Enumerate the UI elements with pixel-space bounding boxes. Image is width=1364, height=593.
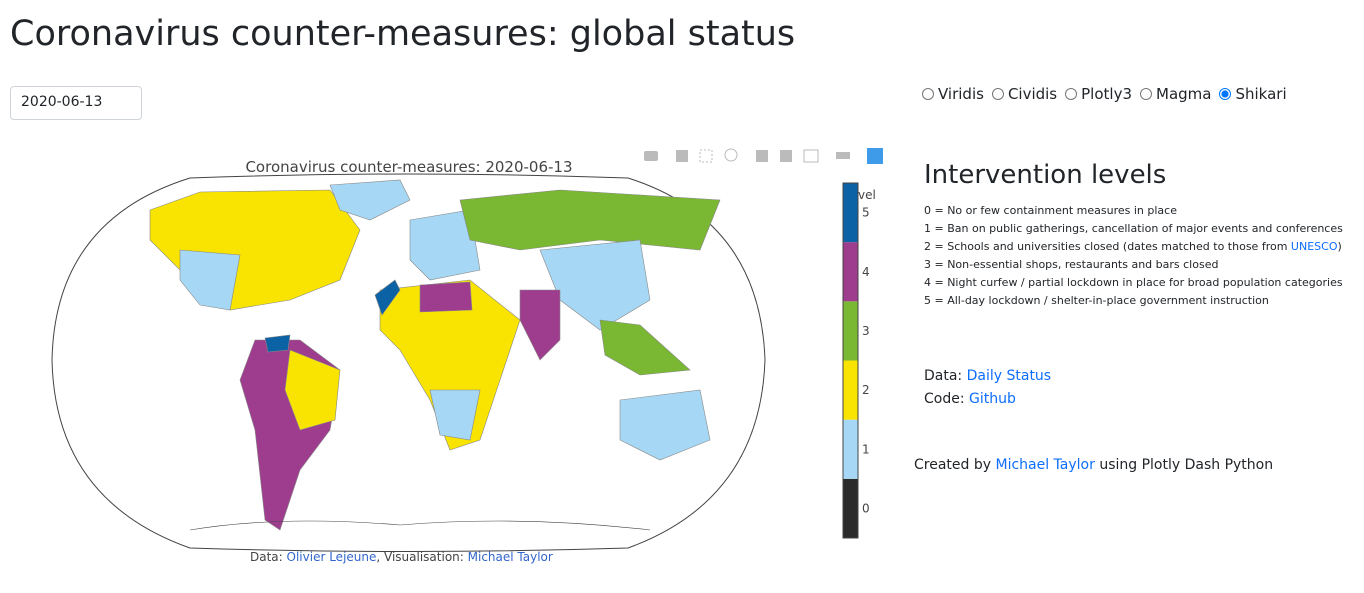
colorbar-band xyxy=(843,360,858,420)
colorbar-band xyxy=(843,183,858,243)
colorbar-tick-label: 5 xyxy=(862,206,870,220)
north-africa xyxy=(419,281,473,313)
lasso-icon[interactable] xyxy=(724,148,738,162)
zoom-in-icon[interactable] xyxy=(756,150,768,162)
morocco xyxy=(374,279,401,316)
footer-link[interactable]: Michael Taylor xyxy=(995,457,1095,473)
level-text: 5 = All-day lockdown / shelter-in-place … xyxy=(924,294,1269,307)
colorbar-tick-label: 3 xyxy=(862,324,870,338)
radio-button[interactable] xyxy=(1140,88,1152,100)
level-text: 2 = Schools and universities closed (dat… xyxy=(924,240,1288,253)
plotly-logo[interactable] xyxy=(867,148,883,164)
level-link[interactable]: UNESCO xyxy=(1290,240,1338,253)
colorbar-band xyxy=(843,478,858,538)
australia xyxy=(619,389,711,461)
level-text: 4 = Night curfew / partial lockdown in p… xyxy=(924,276,1343,289)
colorbar-frame xyxy=(842,182,859,539)
colorscale-option[interactable]: Viridis xyxy=(922,85,984,103)
box-select-icon[interactable] xyxy=(699,149,713,163)
colorbar-band xyxy=(843,242,858,302)
colorbar-tick-label: 2 xyxy=(862,383,870,397)
radio-button[interactable] xyxy=(1219,88,1232,100)
camera-icon[interactable] xyxy=(644,151,658,161)
colorscale-radios: Viridis Cividis Plotly3 Magma Shikari xyxy=(922,85,1287,103)
radio-label: Shikari xyxy=(1235,85,1287,103)
footer: Created by Michael Taylor using Plotly D… xyxy=(914,457,1273,473)
code-source: Code: Github xyxy=(924,388,1051,411)
colorscale-option[interactable]: Magma xyxy=(1140,85,1211,103)
date-picker[interactable]: 2020-06-13 xyxy=(10,86,142,120)
pan-icon[interactable] xyxy=(676,150,688,162)
colorbar-tick-label: 0 xyxy=(862,501,870,515)
radio-button[interactable] xyxy=(1065,88,1078,100)
radio-button[interactable] xyxy=(922,88,934,100)
credit-link[interactable]: Olivier Lejeune xyxy=(287,550,377,564)
radio-label: Plotly3 xyxy=(1081,85,1132,103)
hover-icon[interactable] xyxy=(836,152,850,159)
radio-label: Viridis xyxy=(938,85,984,103)
greenland xyxy=(329,179,411,221)
level-item: 5 = All-day lockdown / shelter-in-place … xyxy=(924,292,1343,310)
level-item: 0 = No or few containment measures in pl… xyxy=(924,202,1343,220)
russia xyxy=(459,189,721,251)
southern-africa xyxy=(429,389,481,441)
southeast-asia xyxy=(599,319,691,376)
level-item: 1 = Ban on public gatherings, cancellati… xyxy=(924,220,1343,238)
level-item: 2 = Schools and universities closed (dat… xyxy=(924,238,1343,256)
level-text: 0 = No or few containment measures in pl… xyxy=(924,204,1177,217)
map xyxy=(51,173,766,552)
level-item: 4 = Night curfew / partial lockdown in p… xyxy=(924,274,1343,292)
footer-text: Created by xyxy=(914,457,992,473)
levels-title: Intervention levels xyxy=(924,160,1167,190)
radio-label: Cividis xyxy=(1007,85,1058,103)
footer-text: using Plotly Dash Python xyxy=(1099,457,1274,473)
colorbar-tick-label: 4 xyxy=(862,265,870,279)
colorbar-tick-label: 1 xyxy=(862,442,870,456)
antarctica xyxy=(189,520,651,531)
level-text: 3 = Non-essential shops, restaurants and… xyxy=(924,258,1219,271)
radio-label: Magma xyxy=(1156,85,1212,103)
levels-list: 0 = No or few containment measures in pl… xyxy=(924,202,1343,310)
reset-icon[interactable] xyxy=(803,149,819,163)
page-title: Coronavirus counter-measures: global sta… xyxy=(10,14,796,54)
radio-button[interactable] xyxy=(991,88,1004,100)
link[interactable]: Daily Status xyxy=(966,368,1052,384)
label: Code: xyxy=(924,391,965,407)
india xyxy=(519,289,561,361)
colorbar-band xyxy=(843,419,858,479)
data-source: Data: Daily Status xyxy=(924,365,1051,388)
label: Data: xyxy=(924,368,963,384)
map-credit: Data: Olivier Lejeune, Visualisation: Mi… xyxy=(250,550,553,564)
credit-link[interactable]: Michael Taylor xyxy=(468,550,553,564)
brazil xyxy=(284,349,341,431)
toolbar xyxy=(644,148,883,164)
central-america xyxy=(179,249,241,311)
venezuela xyxy=(264,334,291,353)
colorscale-option[interactable]: Shikari xyxy=(1219,85,1287,103)
credit-label: , Visualisation: xyxy=(376,550,463,564)
colorscale-option[interactable]: Plotly3 xyxy=(1065,85,1132,103)
link[interactable]: Github xyxy=(969,391,1016,407)
level-item: 3 = Non-essential shops, restaurants and… xyxy=(924,256,1343,274)
map-figure: Coronavirus counter-measures: 2020-06-13… xyxy=(51,148,883,564)
level-text: ) xyxy=(1337,240,1342,253)
europe xyxy=(409,209,481,281)
zoom-out-icon[interactable] xyxy=(780,150,792,162)
credit-label: Data: xyxy=(250,550,283,564)
map-title: Coronavirus counter-measures: 2020-06-13 xyxy=(245,158,572,176)
sources: Data: Daily Status Code: Github xyxy=(924,365,1051,411)
level-text: 1 = Ban on public gatherings, cancellati… xyxy=(924,222,1343,235)
colorscale-option[interactable]: Cividis xyxy=(991,85,1058,103)
africa xyxy=(379,279,521,451)
colorbar-band xyxy=(843,301,858,361)
